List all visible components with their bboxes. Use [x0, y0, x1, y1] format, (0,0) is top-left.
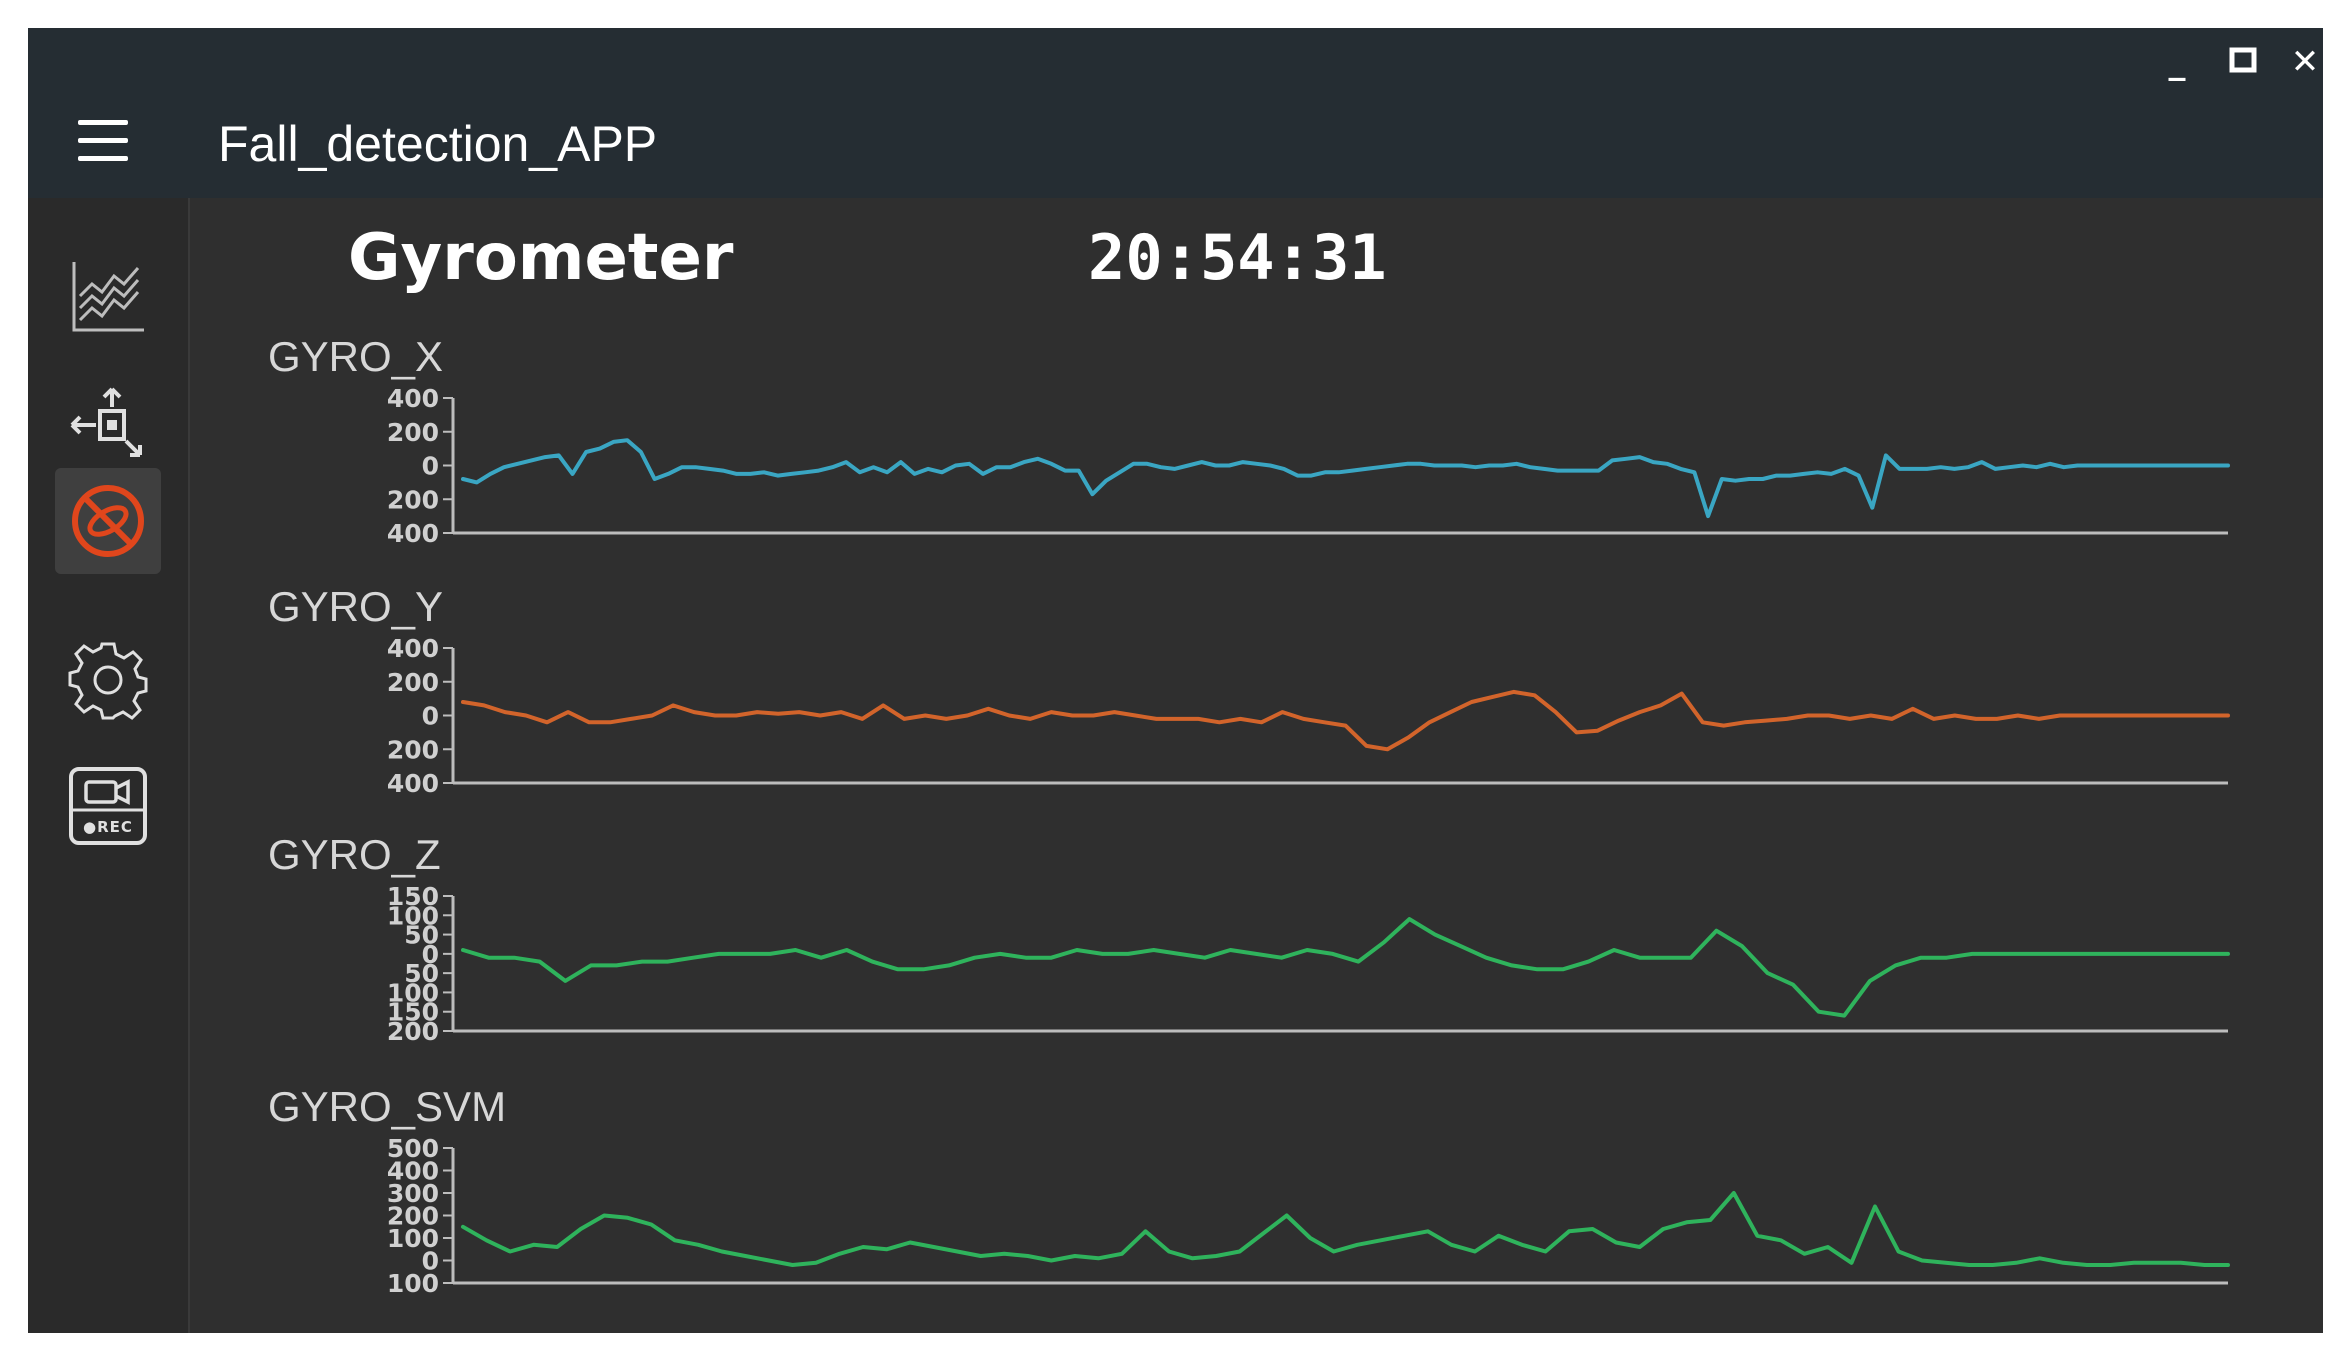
hamburger-menu-icon[interactable] — [78, 120, 134, 164]
chart-title-gyro-z: GYRO_Z — [268, 831, 441, 878]
sidebar-item-charts[interactable] — [55, 243, 161, 349]
chart-title-gyro-svm: GYRO_SVM — [268, 1083, 507, 1130]
sidebar-item-export[interactable] — [55, 370, 161, 476]
y-tick-label: 200 — [387, 1202, 439, 1231]
minimize-button[interactable]: _ — [2168, 42, 2186, 82]
page-title: Gyrometer — [348, 221, 734, 295]
chart-title-gyro-y: GYRO_Y — [268, 583, 444, 630]
series-line — [461, 1191, 2230, 1267]
sidebar: ●REC — [28, 198, 190, 1333]
title-bar: _ ✕ Fall_detection_APP — [28, 28, 2323, 198]
series-line — [461, 689, 2230, 752]
y-tick-label: 200 — [387, 485, 439, 514]
chart-lines-icon — [72, 262, 144, 332]
y-tick-label: 200 — [387, 1017, 439, 1046]
fall-alert-disabled-icon — [72, 485, 144, 557]
y-tick-label: 150 — [387, 998, 439, 1027]
camera-rec-icon: ●REC — [69, 767, 147, 845]
y-tick-label: 0 — [422, 702, 439, 731]
maximize-icon — [2229, 47, 2257, 73]
y-tick-label: 50 — [404, 921, 439, 950]
series-line — [461, 438, 2230, 519]
y-tick-label: 200 — [387, 668, 439, 697]
gear-icon — [68, 642, 148, 720]
y-tick-label: 500 — [387, 1134, 439, 1163]
sidebar-item-fall-detection[interactable] — [55, 468, 161, 574]
sidebar-item-record[interactable]: ●REC — [55, 753, 161, 859]
y-tick-label: 100 — [387, 1224, 439, 1253]
y-tick-label: 100 — [387, 1269, 439, 1298]
rec-label: ●REC — [83, 818, 133, 836]
y-tick-label: 100 — [387, 901, 439, 930]
export-transfer-icon — [70, 387, 142, 457]
y-tick-label: 100 — [387, 978, 439, 1007]
y-tick-label: 50 — [404, 959, 439, 988]
close-button[interactable]: ✕ — [2290, 42, 2320, 82]
y-tick-label: 400 — [387, 1157, 439, 1186]
y-tick-label: 200 — [387, 735, 439, 764]
app-title: Fall_detection_APP — [218, 116, 658, 172]
gyro-y-chart: 400 200 0 200 400 — [387, 634, 2230, 798]
y-tick-label: 0 — [422, 940, 439, 969]
y-tick-label: 150 — [387, 882, 439, 911]
y-tick-label: 400 — [387, 384, 439, 413]
chart-title-gyro-x: GYRO_X — [268, 333, 444, 380]
y-tick-label: 300 — [387, 1179, 439, 1208]
y-tick-label: 0 — [422, 1247, 439, 1276]
app-window: _ ✕ Fall_detection_APP — [28, 28, 2323, 1333]
clock-time: 20:54:31 — [1088, 221, 1387, 294]
y-tick-label: 400 — [387, 769, 439, 798]
series-line — [461, 917, 2230, 1018]
maximize-button[interactable] — [2218, 42, 2266, 82]
y-tick-label: 400 — [387, 634, 439, 663]
y-tick-label: 0 — [422, 452, 439, 481]
y-tick-label: 400 — [387, 519, 439, 548]
sidebar-item-settings[interactable] — [55, 627, 161, 733]
y-tick-label: 200 — [387, 418, 439, 447]
gyro-x-chart: 400 200 0 200 400 — [387, 384, 2230, 548]
